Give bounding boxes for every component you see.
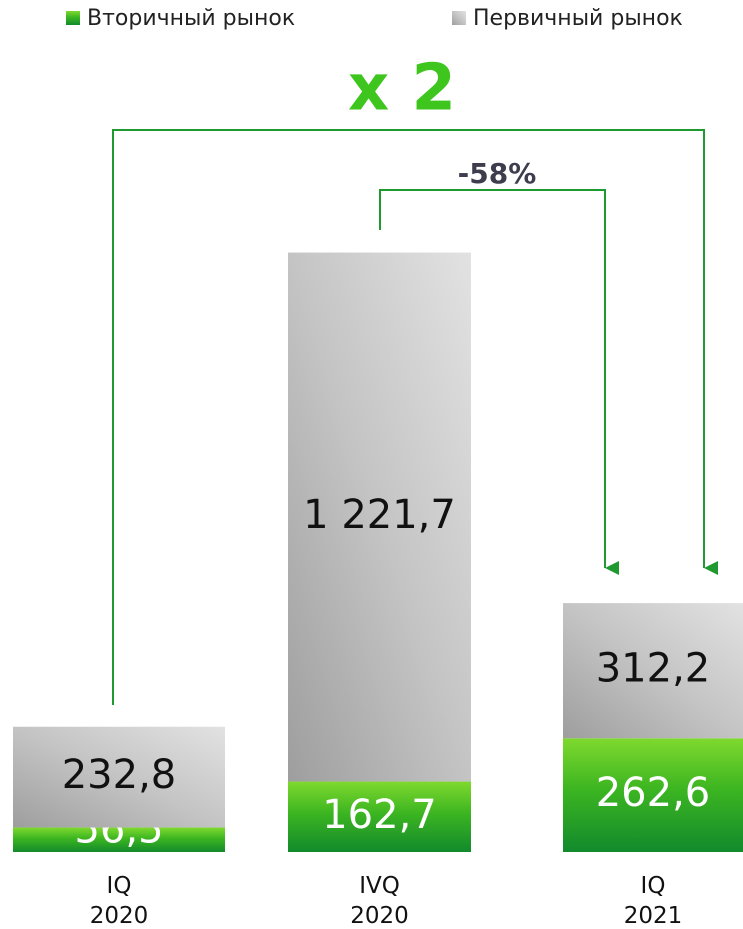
x-tick-label: IQ 2021 xyxy=(623,873,683,929)
bracket-58 xyxy=(379,189,619,575)
bar-segment xyxy=(288,252,471,782)
x-tick-label: IQ 2020 xyxy=(89,873,149,929)
legend-swatch xyxy=(452,11,466,25)
annotation: -58% xyxy=(458,157,537,190)
x-tick-label: IVQ 2020 xyxy=(350,873,409,929)
legend-swatch xyxy=(66,11,80,25)
bar-segment xyxy=(288,781,471,852)
bar-segment xyxy=(563,603,743,739)
bar-segment xyxy=(13,726,225,828)
legend-label: Вторичный рынок xyxy=(87,6,295,31)
bracket-x2 xyxy=(112,129,718,705)
value-label: 312,2 xyxy=(596,646,711,692)
legend-label: Первичный рынок xyxy=(473,6,683,31)
value-label: 162,7 xyxy=(322,792,437,838)
bar-segment xyxy=(563,738,743,852)
annotation: x 2 xyxy=(348,52,456,126)
value-label: 232,8 xyxy=(62,752,177,798)
brackets xyxy=(112,129,718,705)
value-label: 1 221,7 xyxy=(303,492,456,538)
value-label: 262,6 xyxy=(596,770,711,816)
bar-segment xyxy=(13,827,225,852)
